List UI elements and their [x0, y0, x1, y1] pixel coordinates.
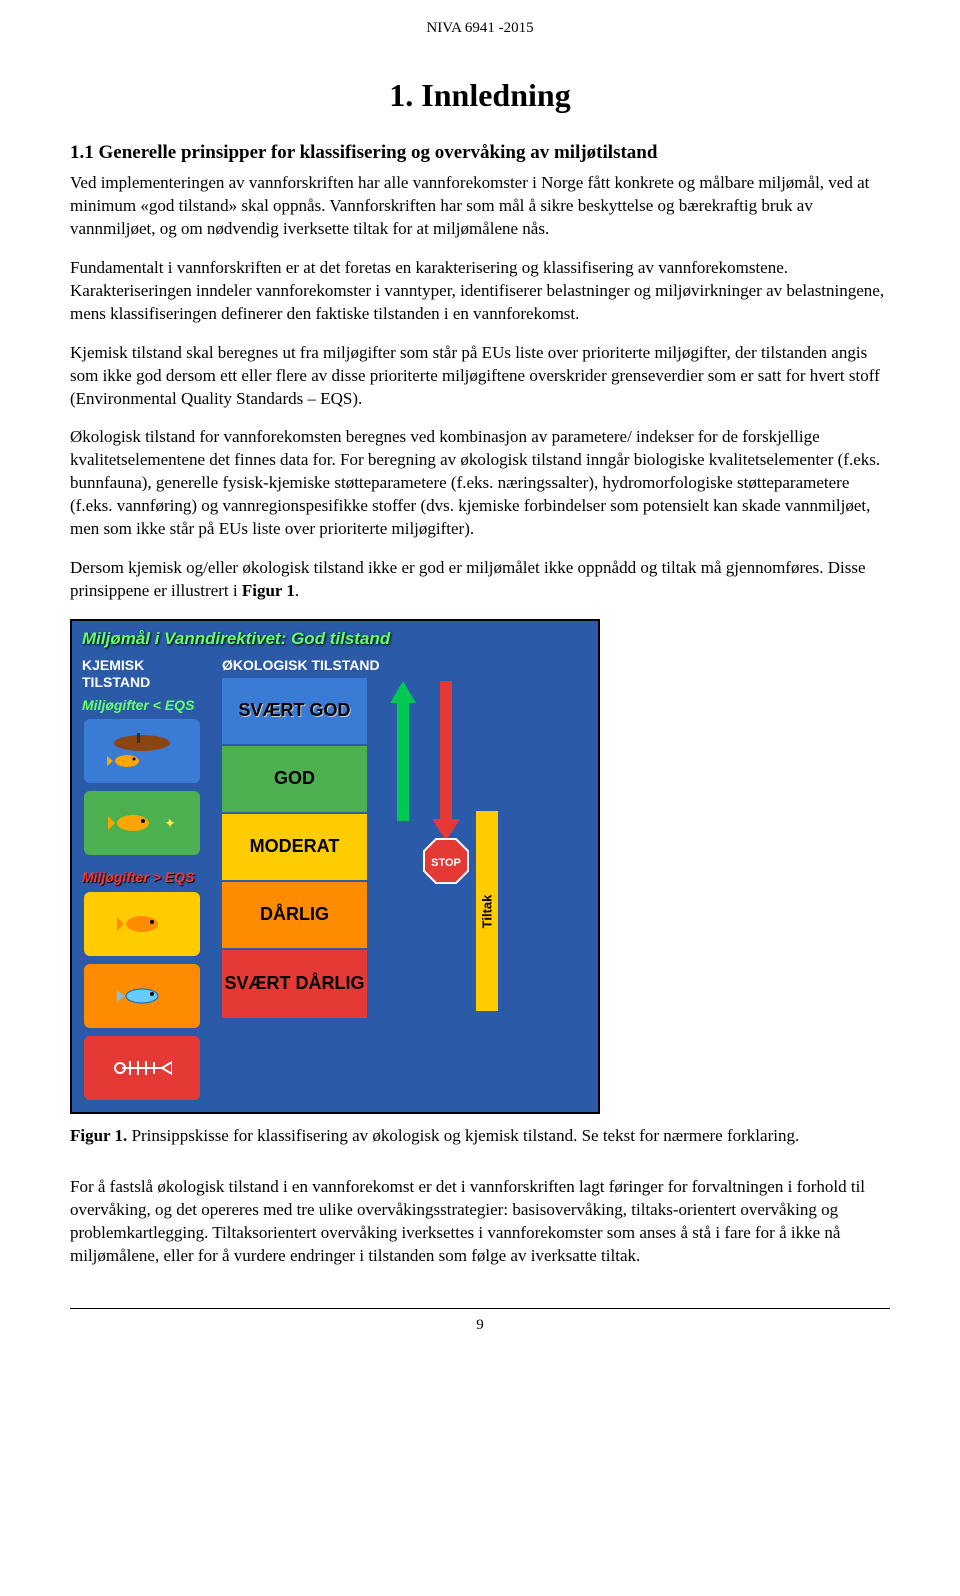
- sub-heading: 1.1 Generelle prinsipper for klassifiser…: [70, 142, 890, 164]
- figure-caption: Figur 1. Prinsippskisse for klassifiseri…: [70, 1126, 890, 1146]
- chem-bad-label: Miljøgifter > EQS: [82, 869, 212, 886]
- paragraph-2: Fundamentalt i vannforskriften er at det…: [70, 257, 890, 326]
- svg-text:STOP: STOP: [431, 857, 461, 869]
- eco-very-bad: SVÆRT DÅRLIG: [222, 950, 367, 1018]
- paragraph-4: Økologisk tilstand for vannforekomsten b…: [70, 426, 890, 541]
- fish-bad-icon: [117, 983, 167, 1009]
- chemical-header: KJEMISK TILSTAND: [82, 657, 212, 691]
- diagram-title: Miljømål i Vanndirektivet: God tilstand: [82, 629, 588, 649]
- red-arrow-group: STOP: [422, 681, 470, 885]
- figure-ref: Figur 1: [242, 581, 295, 600]
- star-icon: ✦: [164, 815, 176, 832]
- chem-box-moderate: [82, 890, 202, 958]
- caption-label: Figur 1.: [70, 1126, 127, 1145]
- diagram-body: KJEMISK TILSTAND Miljøgifter < EQS ✦: [82, 657, 588, 1102]
- chem-box-very-good: [82, 717, 202, 785]
- eco-bad: DÅRLIG: [222, 882, 367, 950]
- eco-very-good: SVÆRT GOD: [222, 678, 367, 746]
- chem-box-bad: [82, 962, 202, 1030]
- eco-good: GOD: [222, 746, 367, 814]
- fish-icon: [108, 808, 158, 838]
- tiltak-label: Tiltak: [479, 894, 494, 928]
- paragraph-5-end: .: [295, 581, 299, 600]
- paragraph-3: Kjemisk tilstand skal beregnes ut fra mi…: [70, 342, 890, 411]
- red-arrow-icon: [432, 681, 460, 841]
- chem-good-label: Miljøgifter < EQS: [82, 697, 212, 714]
- fish-skeleton-icon: [112, 1056, 172, 1080]
- report-id: NIVA 6941 -2015: [70, 20, 890, 37]
- chemical-column: KJEMISK TILSTAND Miljøgifter < EQS ✦: [82, 657, 212, 1102]
- eco-header: ØKOLOGISK TILSTAND: [222, 657, 380, 674]
- chem-box-good: ✦: [82, 789, 202, 857]
- fish-moderate-icon: [117, 909, 167, 939]
- paragraph-5-text: Dersom kjemisk og/eller økologisk tilsta…: [70, 558, 866, 600]
- green-arrow-icon: [390, 681, 416, 821]
- chem-box-very-bad: [82, 1034, 202, 1102]
- boat-fish-icon: [107, 731, 177, 771]
- arrows-column: STOP Tiltak: [390, 657, 498, 1011]
- eco-moderate: MODERAT: [222, 814, 367, 882]
- paragraph-5: Dersom kjemisk og/eller økologisk tilsta…: [70, 557, 890, 603]
- paragraph-6: For å fastslå økologisk tilstand i en va…: [70, 1176, 890, 1268]
- tiltak-bar: Tiltak: [476, 811, 498, 1011]
- main-heading: 1. Innledning: [70, 77, 890, 114]
- paragraph-1: Ved implementeringen av vannforskriften …: [70, 172, 890, 241]
- page-number: 9: [476, 1317, 484, 1333]
- ecological-column: ØKOLOGISK TILSTAND SVÆRT GOD GOD MODERAT…: [222, 657, 380, 1018]
- page-footer: 9: [70, 1308, 890, 1334]
- classification-diagram: Miljømål i Vanndirektivet: God tilstand …: [70, 619, 600, 1114]
- caption-text: Prinsippskisse for klassifisering av øko…: [127, 1126, 799, 1145]
- stop-sign-icon: STOP: [422, 837, 470, 885]
